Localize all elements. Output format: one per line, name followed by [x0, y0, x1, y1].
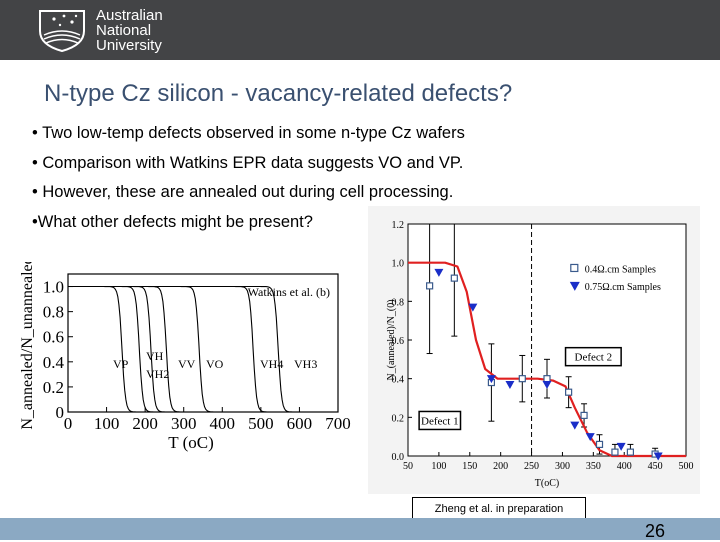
y-tick-label: 0.2 — [43, 378, 64, 397]
square-point — [580, 411, 588, 419]
triangle-point — [486, 375, 496, 384]
plot-frame — [67, 273, 339, 413]
defect-1-box — [418, 410, 462, 431]
x-tick-label: 600 — [287, 414, 313, 433]
triangle-point — [434, 268, 444, 277]
bullet-list: • Two low-temp defects observed in some … — [32, 124, 465, 242]
curve-label-vh3: VH3 — [294, 357, 317, 371]
x-tick-label: 100 — [431, 461, 446, 472]
curve-label-vo: VO — [206, 357, 224, 371]
bullet-item: • However, these are annealed out during… — [32, 183, 454, 201]
defect-2-label: Defect 2 — [575, 352, 613, 364]
x-tick-label: 300 — [555, 461, 570, 472]
x-tick-label: 200 — [132, 414, 158, 433]
x-tick-label: 0 — [64, 414, 73, 433]
square-point — [426, 282, 434, 290]
y-tick-label: 1.0 — [392, 259, 405, 270]
triangle-point — [505, 380, 515, 389]
square-point — [543, 375, 551, 383]
header-bar: Australian National University — [0, 0, 720, 60]
y-tick-label: 0.4 — [392, 375, 405, 386]
y-tick-label: 0.4 — [43, 353, 65, 372]
wordmark-line-2: National — [96, 22, 152, 39]
x-tick-label: 350 — [586, 461, 601, 472]
defect-anneal-chart: 50 100 150 200 250 300 350 400 450 500 0.0 0.2 0.4 0.… — [368, 206, 700, 494]
x-tick-label: 400 — [210, 414, 236, 433]
bullet-item: • Comparison with Watkins EPR data sugge… — [32, 153, 464, 172]
y-tick-label: 0.0 — [392, 452, 405, 463]
triangle-point — [468, 303, 478, 312]
curve-label-vh4: VH4 — [260, 357, 283, 371]
y-tick-label: 0 — [56, 403, 65, 422]
anneal-curve-vh3 — [68, 285, 338, 413]
x-tick-label: 700 — [325, 414, 351, 433]
page-number: 26 — [645, 521, 666, 541]
x-tick-label: 500 — [248, 414, 274, 433]
y-axis-label: N_annealed/N_unannealed — [19, 262, 36, 430]
slide-title: N-type Cz silicon - vacancy-related defe… — [44, 80, 513, 107]
curve-label-vh2: VH2 — [146, 367, 169, 381]
y-tick-label: 0.8 — [392, 297, 405, 308]
wordmark-line-3: University — [96, 37, 162, 54]
university-wordmark: Australian National University — [96, 8, 163, 53]
legend-label-triangle: 0.75Ω.cm Samples — [585, 282, 661, 293]
curve-label-vh: VH — [146, 349, 164, 363]
x-tick-label: 200 — [493, 461, 508, 472]
y-tick-label: 0.6 — [392, 336, 405, 347]
x-tick-label: 500 — [679, 461, 694, 472]
x-tick-label: 300 — [171, 414, 197, 433]
defect-1-label: Defect 1 — [421, 415, 459, 427]
x-tick-label: 100 — [94, 414, 120, 433]
y-tick-label: 1.0 — [43, 278, 64, 297]
wordmark-line-1: Australian — [96, 7, 163, 24]
x-axis-label: T(oC) — [535, 478, 559, 489]
bullet-item: • Two low-temp defects observed in some … — [32, 124, 465, 142]
x-tick-label: 250 — [524, 461, 539, 472]
x-axis-label: T (oC) — [168, 433, 214, 452]
square-point — [518, 375, 526, 383]
legend-square-marker — [570, 263, 579, 273]
square-point — [611, 448, 619, 456]
triangle-point — [542, 380, 552, 389]
square-point — [565, 388, 573, 396]
square-point — [595, 440, 604, 448]
y-tick-label: 1.2 — [392, 220, 405, 231]
citation-box: Zheng et al. in preparation — [412, 497, 586, 519]
x-tick-label: 150 — [462, 461, 477, 472]
square-point — [626, 448, 634, 456]
y-axis-label: N_(annealed)/N_(0) — [386, 299, 397, 380]
legend-triangle-marker — [569, 281, 580, 291]
x-tick-label: 450 — [648, 461, 663, 472]
university-crest-icon — [39, 10, 85, 53]
triangle-point — [570, 421, 580, 430]
watkins-chart: 0 100 200 300 400 500 600 70000.20.40.60.81.0T … — [19, 262, 351, 452]
legend-label-square: 0.4Ω.cm Samples — [585, 264, 656, 275]
x-tick-label: 50 — [403, 461, 413, 472]
curve-label-vv: VV — [178, 357, 196, 371]
y-tick-label: 0.6 — [43, 328, 64, 347]
bullet-item: •What other defects might be present? — [32, 212, 313, 231]
defect-2-box — [564, 346, 622, 367]
square-point — [450, 274, 458, 282]
triangle-point — [585, 433, 595, 442]
y-tick-label: 0.8 — [43, 303, 64, 322]
x-tick-label: 400 — [617, 461, 632, 472]
curve-label-vp: VP — [113, 357, 129, 371]
triangle-point — [616, 442, 626, 451]
triangle-point — [653, 452, 663, 461]
y-tick-label: 0.2 — [392, 413, 405, 424]
chart-title: Watkins et al. (b) — [248, 285, 330, 299]
footer-bar — [0, 518, 720, 540]
